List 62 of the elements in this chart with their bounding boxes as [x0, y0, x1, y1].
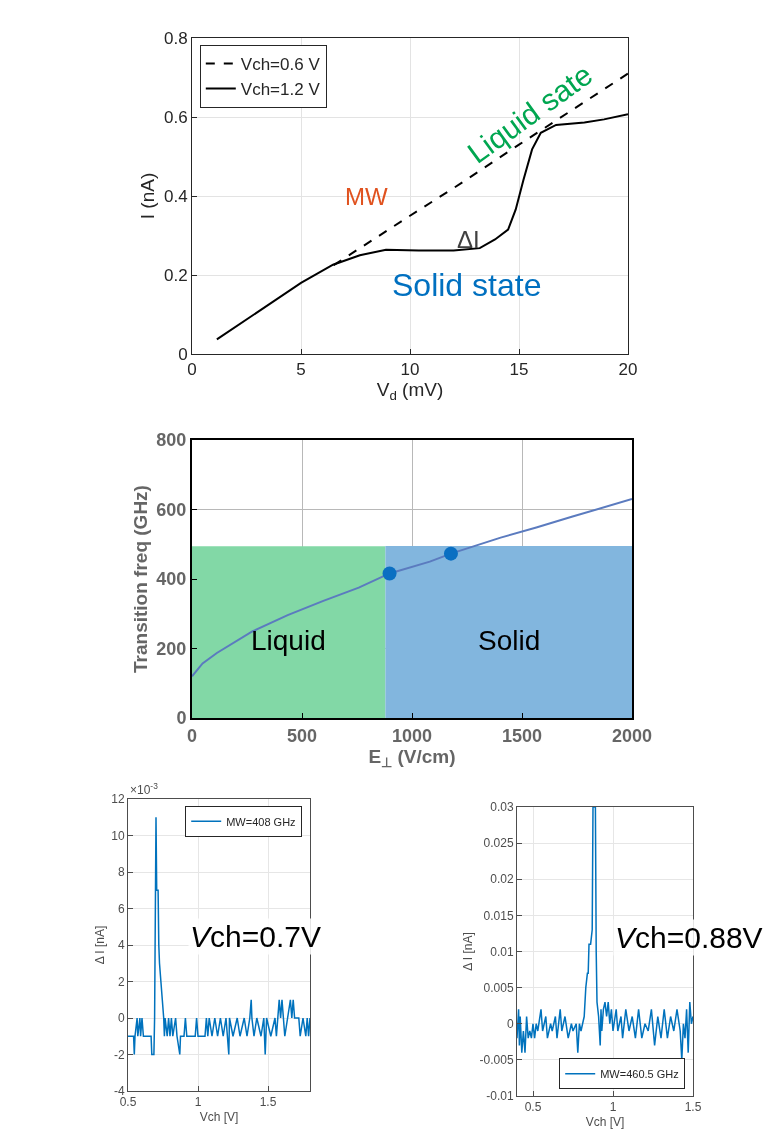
y-tick-label: 800 — [156, 430, 187, 451]
y-tick-label: 4 — [117, 938, 125, 953]
legend-label: Vch=0.6 V — [240, 55, 321, 75]
series-label: Solid — [478, 625, 541, 656]
x-tick-label: 1 — [609, 1100, 617, 1115]
x-tick-label: 10 — [400, 360, 420, 380]
x-axis-title: V$_{d}$ (mV) — [376, 379, 444, 404]
y-axis-title: Transition freq (GHz) — [129, 485, 151, 673]
series-label: Liquid — [251, 625, 326, 656]
x-axis-title: E$_{⊥}$ (V/cm) — [368, 745, 456, 770]
x-tick-label: 0.5 — [524, 1100, 542, 1115]
x-tick-label: 1.5 — [684, 1100, 702, 1115]
y-tick-label: -2 — [113, 1047, 125, 1062]
y-tick-label: 0 — [178, 344, 188, 364]
y-tick-label: 0.025 — [483, 836, 514, 851]
y-tick-label: 8 — [117, 865, 125, 880]
x-tick-label: 500 — [286, 725, 318, 746]
x-tick-label: 1500 — [501, 725, 543, 746]
y-tick-label: -0.01 — [486, 1089, 514, 1104]
x-tick-label: 5 — [296, 360, 306, 380]
annotation: ΔI — [457, 226, 480, 253]
line-series — [192, 498, 632, 678]
x-tick-label: 2000 — [611, 725, 653, 746]
x-tick-label: 0.5 — [119, 1095, 137, 1110]
y-tick-label: 0.01 — [490, 944, 514, 959]
x-tick-label: 1000 — [391, 725, 433, 746]
y-tick-label: 0.015 — [483, 908, 514, 923]
annotation: Solid state — [392, 267, 542, 303]
y-tick-label: 0.6 — [163, 107, 188, 127]
y-tick-label: 0 — [176, 708, 187, 729]
y-tick-label: 0.8 — [163, 28, 188, 48]
y-tick-label: 0 — [506, 1016, 514, 1031]
y-tick-label: 0.4 — [163, 186, 188, 206]
y-tick-label: 400 — [156, 569, 187, 590]
y-axis-title: Δ I [nA] — [460, 932, 475, 971]
legend-label: MW=460.5 GHz — [600, 1067, 679, 1080]
annotation: Vch=0.88V — [615, 921, 763, 954]
x-tick-label: 1.5 — [259, 1095, 277, 1110]
y-tick-label: 0.03 — [490, 800, 514, 815]
legend-label: MW=408 GHz — [226, 815, 296, 828]
x-tick-label: 20 — [618, 360, 638, 380]
y-tick-label: 10 — [111, 828, 125, 843]
y-tick-label: 200 — [156, 638, 187, 659]
y-tick-label: 6 — [117, 901, 125, 916]
y-tick-label: 0.02 — [490, 872, 514, 887]
y-axis-title: I (nA) — [136, 172, 158, 220]
y-tick-label: 2 — [117, 974, 125, 989]
y-tick-label: 0 — [117, 1011, 125, 1026]
annotation: Vch=0.7V — [190, 920, 321, 953]
y-tick-label: 12 — [111, 792, 125, 807]
legend-label: Vch=1.2 V — [240, 80, 321, 100]
y-tick-label: 600 — [156, 499, 187, 520]
y-tick-label: 0.005 — [483, 980, 514, 995]
x-axis-title: Vch [V] — [199, 1110, 239, 1125]
annotation: MW — [345, 183, 388, 210]
x-axis-title: Vch [V] — [585, 1115, 625, 1130]
x-tick-label: 1 — [194, 1095, 202, 1110]
y-tick-label: 0.2 — [163, 265, 188, 285]
text: ×10$^{-3}$ — [130, 781, 159, 798]
y-tick-label: -0.005 — [479, 1053, 514, 1068]
x-tick-label: 15 — [509, 360, 529, 380]
y-axis-title: Δ I [nA] — [92, 925, 107, 965]
